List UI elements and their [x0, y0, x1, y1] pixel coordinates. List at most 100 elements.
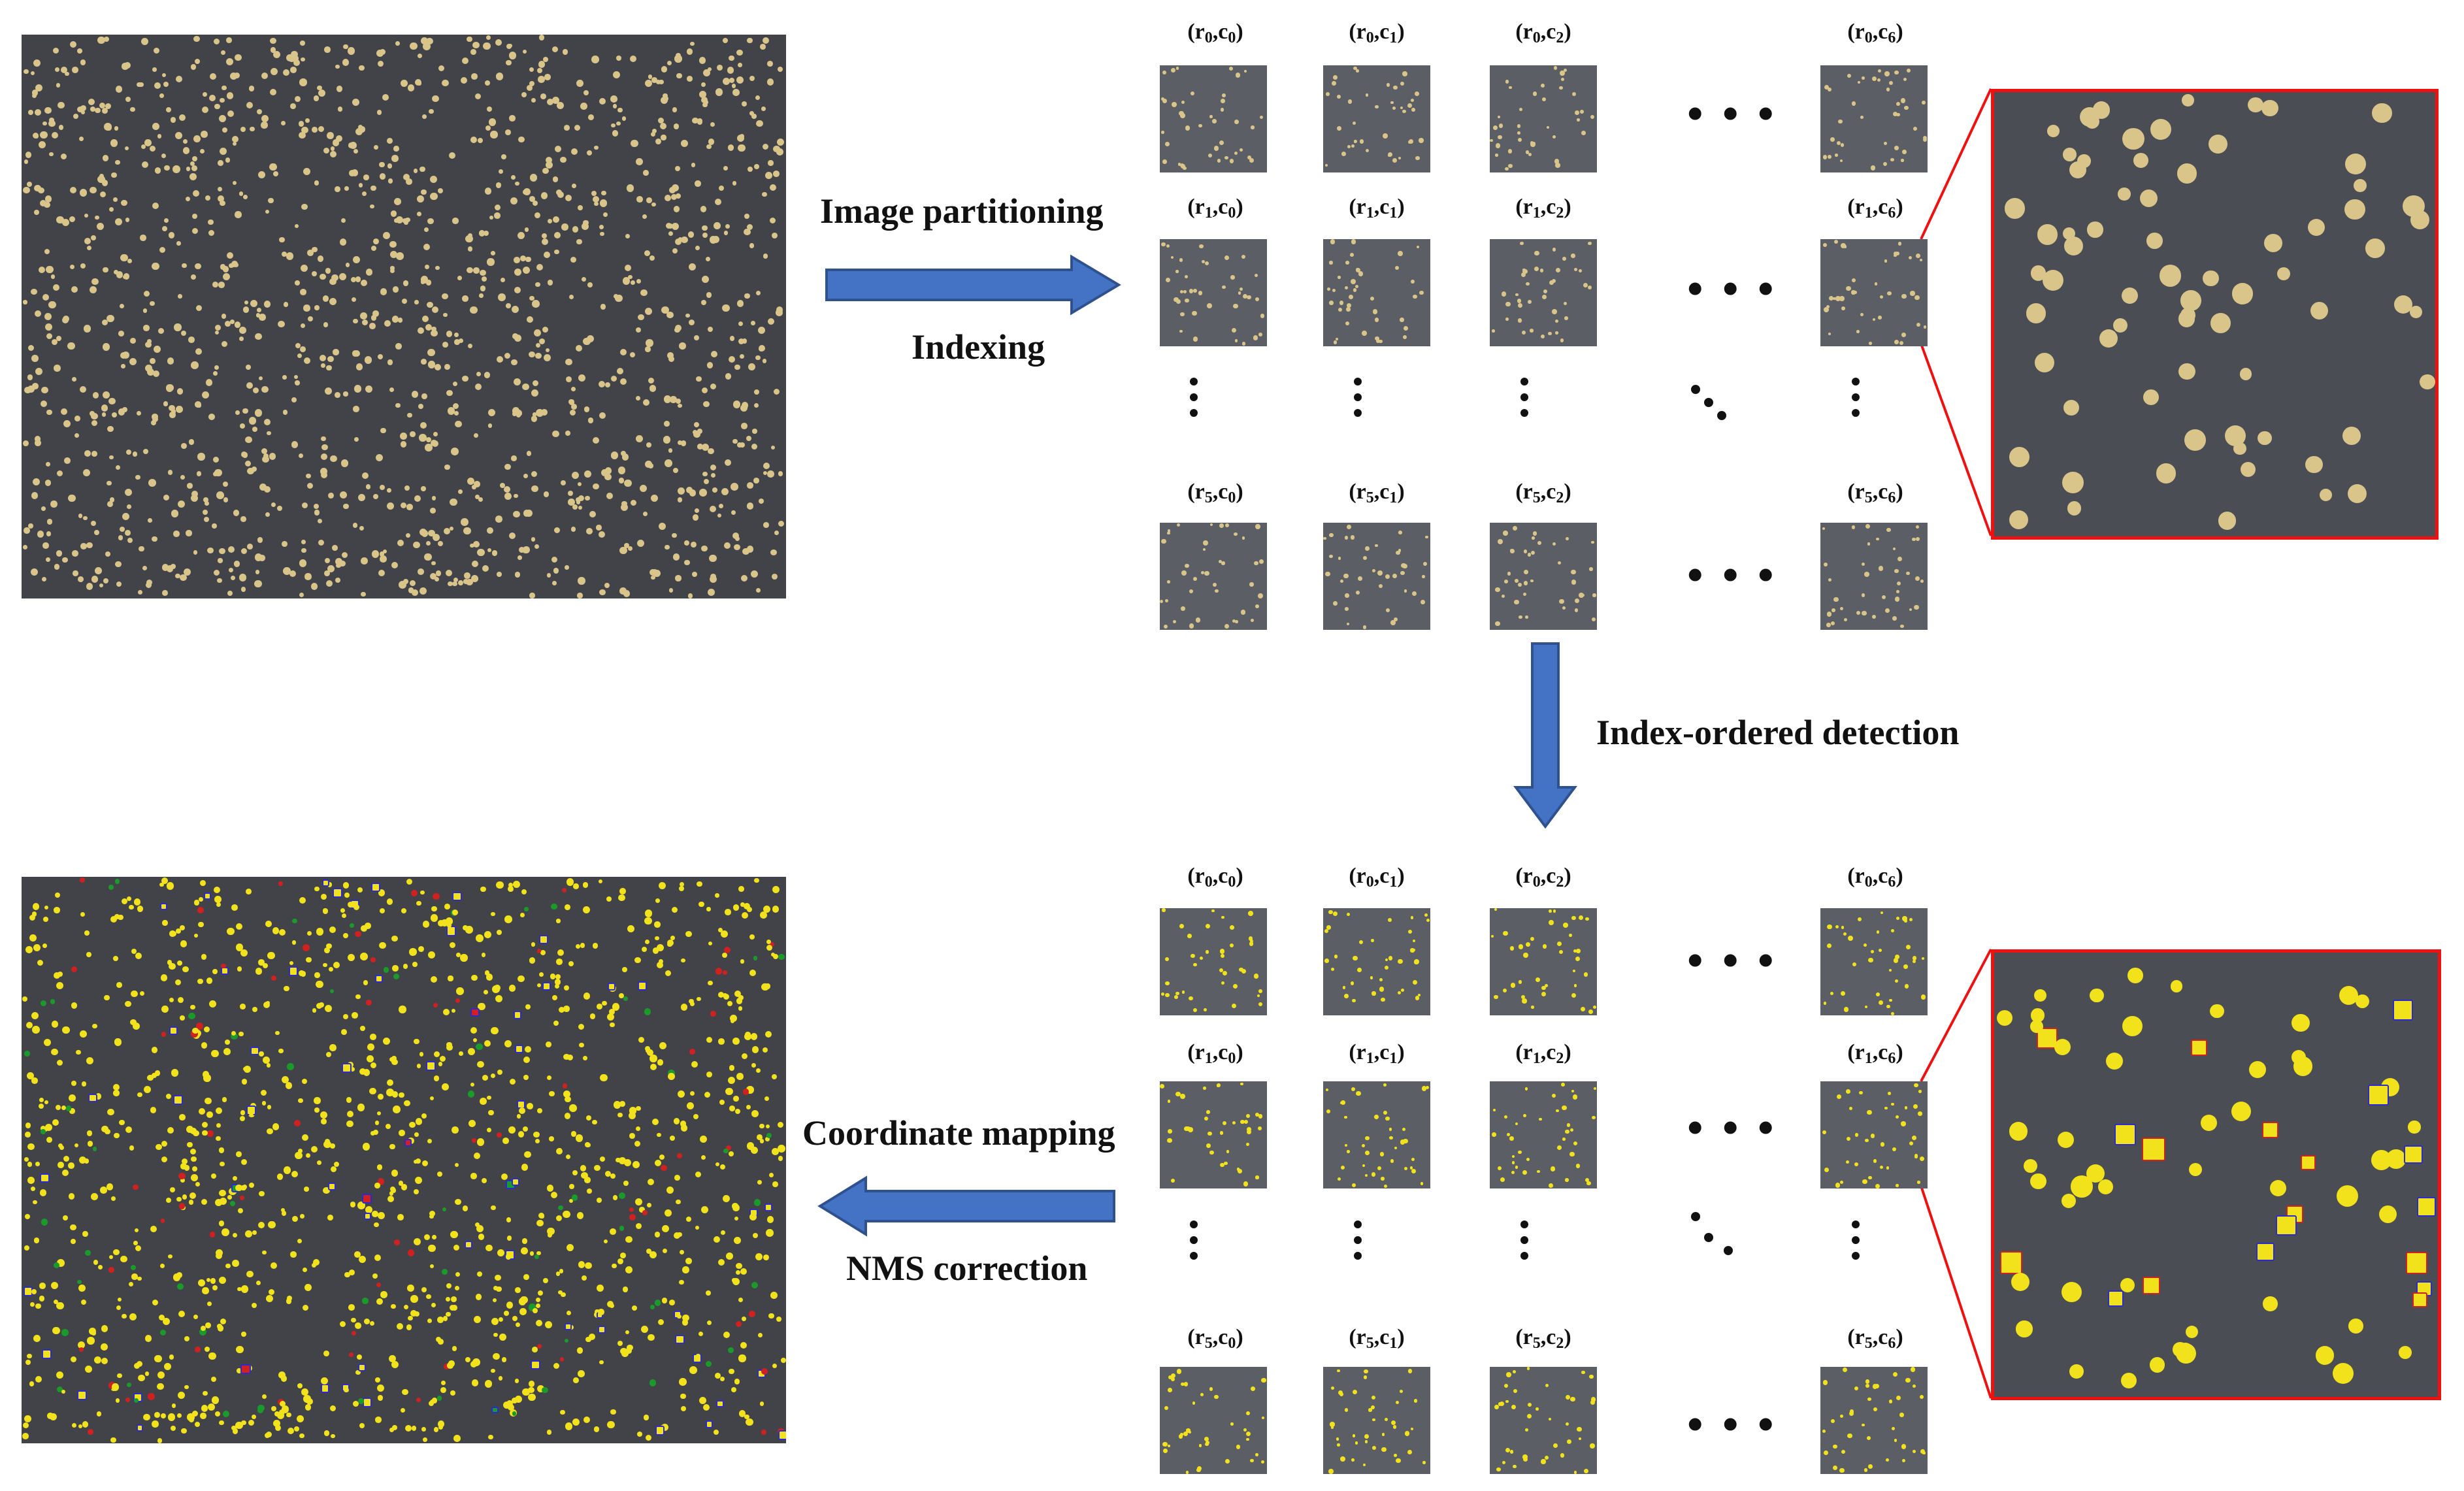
seed-dot [227, 252, 234, 259]
seed-dot [1874, 1383, 1880, 1389]
seed-dot [529, 174, 538, 182]
seed-dot [452, 382, 458, 387]
seed-dot [421, 530, 429, 537]
seed-dot [323, 1187, 330, 1194]
seed-dot [197, 906, 204, 913]
seed-dot [223, 497, 229, 502]
seed-dot [68, 1193, 75, 1200]
seed-dot [84, 237, 91, 244]
seed-dot [738, 338, 745, 344]
seed-dot [148, 518, 153, 523]
seed-dot [348, 170, 355, 177]
seed-dot [668, 356, 675, 363]
seed-dot [56, 1105, 61, 1111]
seed-dot [177, 500, 185, 508]
seed-dot [71, 1081, 76, 1087]
seed-dot [631, 140, 638, 148]
seed-dot [217, 195, 225, 203]
seed-dot [467, 36, 473, 42]
seed-dot [269, 89, 276, 96]
seed-dot [1509, 1450, 1513, 1454]
seed-dot [524, 227, 529, 232]
seed-dot [429, 175, 438, 184]
seed-dot [606, 492, 614, 499]
seed-dot [753, 478, 759, 483]
seed-dot [394, 218, 399, 223]
seed-dot [641, 946, 648, 953]
seed-dot [688, 263, 696, 270]
seed-dot [394, 197, 402, 205]
seed-dot [416, 195, 424, 203]
seed-dot [531, 97, 536, 103]
seed-dot [419, 1052, 424, 1057]
seed-dot [2333, 1363, 2354, 1384]
seed-dot [495, 182, 502, 188]
seed-dot [710, 464, 716, 471]
seed-dot [214, 469, 222, 477]
seed-dot [45, 461, 50, 467]
seed-dot [701, 545, 708, 552]
seed-dot [96, 1411, 102, 1417]
seed-dot [636, 196, 644, 203]
seed-dot [387, 359, 393, 365]
seed-dot [1873, 1407, 1878, 1412]
seed-dot [379, 48, 386, 56]
seed-dot [483, 42, 491, 50]
seed-dot [1340, 1456, 1345, 1462]
seed-dot [352, 255, 361, 263]
seed-dot [56, 216, 64, 224]
seed-dot [684, 540, 690, 546]
seed-dot [231, 261, 238, 268]
seed-dot [1198, 1444, 1202, 1447]
seed-dot [657, 117, 665, 124]
seed-dot [204, 1026, 210, 1032]
seed-dot [267, 1128, 273, 1135]
seed-dot [749, 243, 755, 248]
seed-dot [207, 1403, 216, 1411]
seed-dot [564, 125, 570, 131]
seed-dot [552, 216, 559, 223]
seed-dot [39, 199, 47, 207]
seed-dot [184, 568, 191, 576]
seed-dot [102, 155, 109, 161]
seed-dot [2189, 1163, 2203, 1177]
seed-dot [323, 947, 330, 954]
seed-dot [694, 421, 700, 428]
seed-dot [491, 550, 497, 556]
seed-dot [675, 165, 681, 171]
seed-dot [238, 574, 247, 582]
seed-dot [538, 35, 544, 41]
seed-dot [219, 97, 225, 103]
seed-dot [442, 79, 449, 87]
seed-dot [102, 343, 110, 351]
seed-dot [474, 481, 480, 487]
seed-dot [31, 71, 35, 76]
seed-dot [629, 352, 636, 358]
seed-dot [62, 219, 70, 226]
seed-dot [34, 436, 41, 442]
seed-dot [246, 382, 254, 389]
seed-dot [72, 67, 78, 74]
seed-dot [2062, 1193, 2077, 1208]
tile-r5-c1-detected [1323, 1367, 1430, 1474]
seed-dot [230, 320, 235, 325]
seed-dot [80, 105, 86, 112]
seed-dot [688, 319, 695, 325]
seed-dot [63, 420, 71, 428]
seed-dot [108, 206, 114, 212]
seed-dot [44, 106, 52, 114]
seed-dot [95, 107, 101, 114]
seed-dot [291, 55, 299, 63]
seed-dot [423, 42, 431, 50]
seed-dot [1336, 1437, 1339, 1441]
seed-dot [650, 1063, 657, 1071]
seed-dot [607, 1013, 615, 1021]
seed-dot [496, 1286, 502, 1292]
seed-dot [2086, 1164, 2105, 1183]
seed-dot [170, 117, 176, 123]
seed-dot [336, 135, 343, 142]
seed-dot [35, 1162, 40, 1166]
seed-dot [747, 37, 753, 43]
seed-dot [671, 223, 679, 231]
seed-dot [306, 474, 311, 479]
